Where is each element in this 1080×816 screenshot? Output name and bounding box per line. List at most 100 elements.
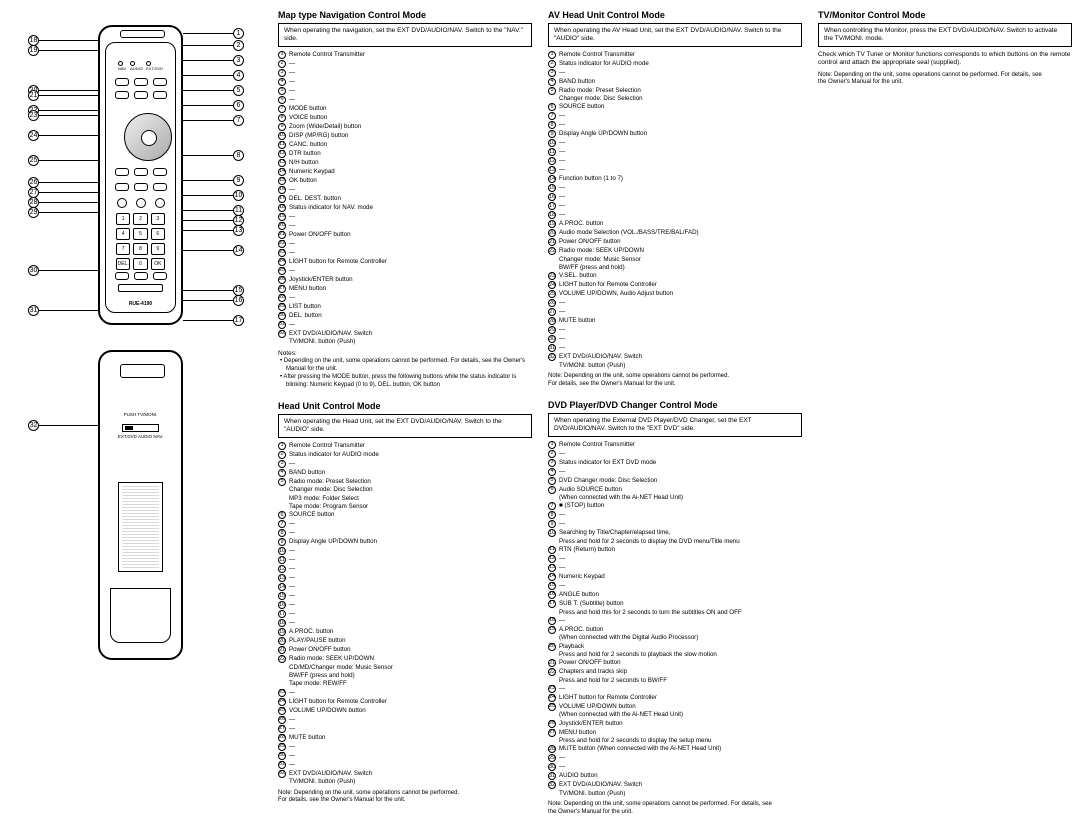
item-row: 23— <box>278 689 532 698</box>
item-row: 10— <box>548 139 802 148</box>
item-row: 30— <box>278 752 532 761</box>
item-row: 27MENU button <box>278 285 532 294</box>
item-row: 30— <box>548 763 802 772</box>
item-row: 28MUTE button <box>548 317 802 326</box>
callout-5: 5 <box>233 85 244 96</box>
callout-13: 13 <box>233 225 244 236</box>
item-row: 12DTR button <box>278 150 532 159</box>
item-row: 13— <box>548 564 802 573</box>
item-row: 26Joystick/ENTER button <box>548 720 802 729</box>
item-row: 19— <box>278 213 532 222</box>
item-row: 23— <box>548 685 802 694</box>
item-row: 22Chapters and tracks skip Press and hol… <box>548 668 802 685</box>
item-row: 12— <box>278 565 532 574</box>
section-tv-monitor: TV/Monitor Control Mode When controlling… <box>818 10 1072 87</box>
item-row: 24LIGHT button for Remote Controller <box>278 258 532 267</box>
item-row: 14Numeric Keypad <box>548 573 802 582</box>
item-row: 30DEL. button <box>278 312 532 321</box>
item-row: 25— <box>278 267 532 276</box>
item-row: 25VOLUME UP/DOWN, Audio Adjust button <box>548 290 802 299</box>
item-row: 11RTN (Return) button <box>548 546 802 555</box>
item-row: 3Status indicator for EXT DVD mode <box>548 459 802 468</box>
section-map-nav: Map type Navigation Control Mode When op… <box>278 10 532 389</box>
callout-23: 23 <box>28 110 39 121</box>
item-row: 10— <box>278 547 532 556</box>
title-map-nav: Map type Navigation Control Mode <box>278 10 532 20</box>
item-row: 21Power ON/OFF button <box>548 659 802 668</box>
notice-tv-monitor: When controlling the Monitor, press the … <box>818 23 1072 47</box>
item-row: 24LIGHT button for Remote Controller <box>548 694 802 703</box>
item-row: 15— <box>548 184 802 193</box>
item-row: 20— <box>278 222 532 231</box>
item-row: 9Display Angle UP/DOWN button <box>278 538 532 547</box>
item-row: 10DISP (MP/RG) button <box>278 132 532 141</box>
item-row: 18Status indicator for NAV. mode <box>278 204 532 213</box>
item-row: 19A.PROC. button <box>548 220 802 229</box>
item-row: 24LIGHT button for Remote Controller <box>548 281 802 290</box>
item-row: 6— <box>278 96 532 105</box>
item-row: 13— <box>278 574 532 583</box>
remote-illustrations: 1234567891011121314151617 18192021222324… <box>0 0 270 761</box>
item-row: 9— <box>548 520 802 529</box>
item-row: 12— <box>548 555 802 564</box>
callout-14: 14 <box>233 245 244 256</box>
item-row: 6SOURCE button <box>278 511 532 520</box>
remote-rear: 32 PUSH TV/MONI. EXT.DVD AUDIO NAV. <box>8 345 258 675</box>
callout-29: 29 <box>28 207 39 218</box>
item-row: 8VOICE button <box>278 114 532 123</box>
callout-1: 1 <box>233 28 244 39</box>
item-row: 7■ (STOP) button <box>548 502 802 511</box>
item-row: 5Radio mode: Preset Selection Changer mo… <box>548 87 802 104</box>
callout-7: 7 <box>233 115 244 126</box>
callout-24: 24 <box>28 130 39 141</box>
item-row: 7MODE button <box>278 105 532 114</box>
item-row: 17SUB T. (Subtitle) button Press and hol… <box>548 600 802 617</box>
item-row: 19A.PROC. button (When connected with th… <box>548 626 802 643</box>
item-row: 8— <box>278 529 532 538</box>
item-row: 17— <box>548 202 802 211</box>
item-row: 29— <box>548 326 802 335</box>
item-row: 1Remote Control Transmitter <box>278 442 532 451</box>
item-row: 3— <box>278 460 532 469</box>
callout-6: 6 <box>233 100 244 111</box>
item-row: 32EXT DVD/AUDIO/NAV. Switch TV/MONI. but… <box>548 353 802 370</box>
info-tv-monitor: Check which TV Tuner or Monitor function… <box>818 51 1072 67</box>
item-row: 13N/H button <box>278 159 532 168</box>
callout-2: 2 <box>233 40 244 51</box>
item-row: 29LIST button <box>278 303 532 312</box>
item-row: 6Audio SOURCE button (When connected wit… <box>548 486 802 503</box>
notice-head-unit: When operating the Head Unit, set the EX… <box>278 414 532 438</box>
item-row: 4— <box>548 468 802 477</box>
callout-17: 17 <box>233 315 244 326</box>
item-row: 14Function button (1 to 7) <box>548 175 802 184</box>
item-row: 27— <box>278 725 532 734</box>
callout-25: 25 <box>28 155 39 166</box>
item-row: 23— <box>278 249 532 258</box>
item-row: 3— <box>278 69 532 78</box>
item-row: 19A.PROC. button <box>278 628 532 637</box>
item-row: 21Power ON/OFF button <box>278 231 532 240</box>
item-row: 1Remote Control Transmitter <box>548 51 802 60</box>
callout-32: 32 <box>28 420 39 431</box>
title-dvd: DVD Player/DVD Changer Control Mode <box>548 400 802 410</box>
item-row: 13— <box>548 166 802 175</box>
item-row: 15— <box>278 592 532 601</box>
section-head-unit: Head Unit Control Mode When operating th… <box>278 401 532 804</box>
item-row: 16— <box>278 601 532 610</box>
item-row: 17DEL. DEST. button <box>278 195 532 204</box>
callout-30: 30 <box>28 265 39 276</box>
item-row: 26— <box>278 716 532 725</box>
item-row: 12— <box>548 157 802 166</box>
item-row: 10Searching by Title/Chapter/elapsed tim… <box>548 529 802 546</box>
item-row: 11CANC. button <box>278 141 532 150</box>
callout-31: 31 <box>28 305 39 316</box>
item-row: 15— <box>548 582 802 591</box>
item-row: 18— <box>548 617 802 626</box>
item-row: 29— <box>278 743 532 752</box>
item-row: 18— <box>278 619 532 628</box>
item-row: 9Display Angle UP/DOWN button <box>548 130 802 139</box>
item-row: 22Radio mode: SEEK UP/DOWN Changer mode:… <box>548 247 802 272</box>
item-row: 28— <box>278 294 532 303</box>
callout-4: 4 <box>233 70 244 81</box>
callout-8: 8 <box>233 150 244 161</box>
